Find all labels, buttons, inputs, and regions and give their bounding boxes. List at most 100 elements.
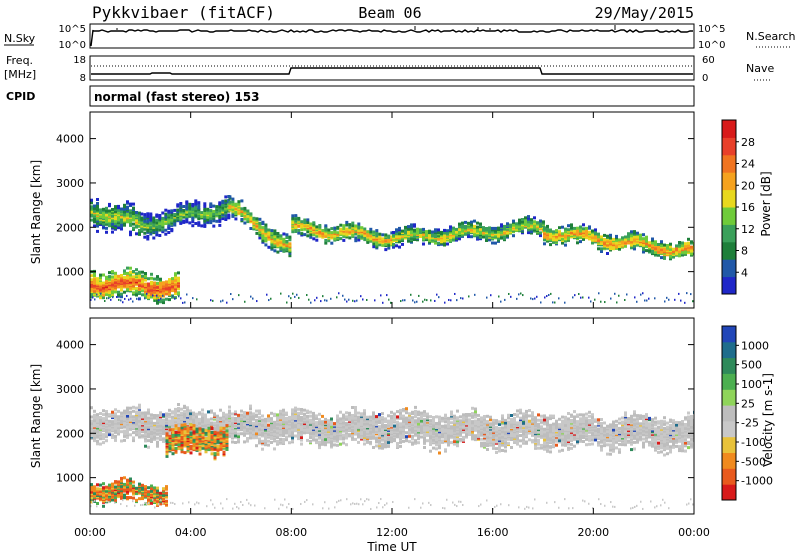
echo-cell [488,226,491,230]
echo-cell [510,295,512,298]
echo-cell [597,247,600,251]
nave-tick-top: 60 [702,55,715,66]
echo-cell [203,211,207,215]
echo-cell [398,245,401,249]
echo-cell [582,227,585,231]
echo-cell [651,237,654,241]
echo-cell [348,411,351,415]
echo-cell [237,440,240,444]
echo-cell [372,245,376,249]
echo-cell [532,298,534,301]
echo-cell [327,425,330,429]
echo-cell [102,207,105,211]
echo-cell [152,216,156,220]
echo-cell [110,298,112,301]
echo-cell [195,412,198,416]
echo-cell [224,195,228,199]
echo-cell [360,420,363,424]
echo-cell [384,420,387,423]
echo-cell [267,245,271,249]
echo-cell [255,436,258,440]
echo-cell [675,247,678,251]
echo-cell [132,291,135,295]
echo-cell [614,292,616,295]
echo-cell [422,237,425,241]
echo-cell [429,427,432,431]
echo-cell [423,420,426,424]
echo-cell [456,442,459,446]
cpid-mode: normal (fast stereo) 153 [94,90,260,104]
echo-cell [285,411,288,415]
echo-cell [149,212,153,216]
echo-cell [231,197,235,201]
echo-cell [327,439,330,443]
echo-cell [234,212,238,215]
echo-cell [249,415,252,419]
echo-cell [93,204,96,208]
echo-cell [267,231,271,235]
echo-cell [437,231,440,235]
echo-cell [132,300,134,303]
echo-cell [126,200,129,204]
echo-cell [518,221,521,225]
echo-cell [546,224,549,228]
echo-cell [132,202,135,206]
echo-cell [336,225,340,229]
echo-cell [224,215,228,219]
echo-cell [135,406,138,410]
echo-cell [363,433,366,437]
echo-cell [177,403,180,406]
echo-cell [288,441,291,445]
echo-cell [167,213,171,217]
echo-cell [213,421,216,425]
echo-cell [104,300,106,303]
echo-cell [462,417,465,421]
echo-cell [146,214,150,218]
echo-cell [173,208,177,212]
echo-cell [282,408,285,412]
station-title: Pykkvibaer (fitACF) [92,3,275,22]
echo-cell [144,278,147,282]
echo-cell [342,294,344,297]
echo-cell [387,444,390,448]
echo-cell [90,292,93,296]
echo-cell [447,423,450,427]
echo-cell [156,281,159,285]
echo-cell [132,431,135,435]
echo-cell [495,419,498,423]
echo-cell [312,438,315,442]
echo-cell [141,289,144,293]
echo-cell [467,235,470,239]
echo-cell [339,227,343,231]
echo-cell [425,230,428,234]
echo-cell [96,224,99,228]
echo-cell [351,436,354,440]
echo-cell [156,444,159,448]
echo-cell [546,295,548,298]
echo-cell [497,226,500,230]
nave-tick-bottom: 0 [702,73,708,84]
echo-cell [627,234,630,238]
echo-cell [320,300,322,303]
echo-cell [183,404,186,408]
echo-cell [228,409,231,413]
echo-cell [690,249,693,253]
echo-cell [279,415,282,419]
echo-cell [294,409,297,413]
echo-cell [324,420,327,424]
echo-cell [416,227,419,231]
echo-cell [315,438,318,442]
echo-cell [150,418,153,422]
echo-cell [141,414,144,418]
echo-cell [428,229,431,233]
echo-cell [135,213,138,217]
echo-cell [209,209,213,213]
echo-cell [393,412,396,416]
echo-cell [234,410,237,414]
echo-cell [258,217,262,221]
echo-cell [264,443,267,447]
echo-cell [138,216,141,220]
echo-cell [210,417,213,421]
echo-cell [138,214,141,218]
